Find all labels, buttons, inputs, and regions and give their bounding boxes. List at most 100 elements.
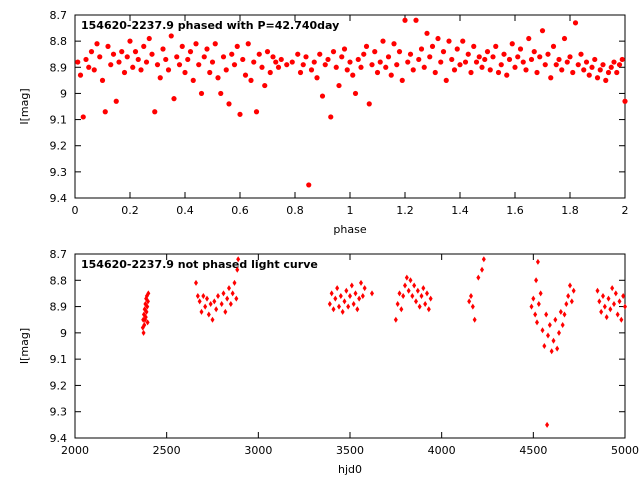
data-point xyxy=(493,43,499,49)
data-point xyxy=(295,51,301,57)
data-point xyxy=(399,306,404,313)
data-point xyxy=(121,69,128,76)
chart-title: 154620-2237.9 phased with P=42.740day xyxy=(81,19,339,32)
y-tick-label: 8.7 xyxy=(50,248,68,261)
data-point xyxy=(443,77,449,83)
data-point xyxy=(401,293,406,300)
data-point xyxy=(329,290,334,297)
data-point xyxy=(537,54,543,60)
data-point xyxy=(130,64,136,70)
data-point xyxy=(223,308,228,315)
data-point xyxy=(226,101,232,107)
data-point xyxy=(404,274,409,281)
data-point xyxy=(388,72,394,78)
data-point xyxy=(209,59,216,65)
data-point xyxy=(470,303,475,310)
data-point xyxy=(603,77,609,83)
data-point xyxy=(190,77,196,83)
data-point xyxy=(207,69,213,76)
data-point xyxy=(99,77,106,83)
data-point xyxy=(360,293,365,300)
data-point xyxy=(413,17,419,23)
data-point xyxy=(551,337,556,344)
y-axis-label: I[mag] xyxy=(18,328,31,364)
data-point xyxy=(88,49,95,55)
data-point xyxy=(220,54,227,60)
data-point xyxy=(348,293,352,300)
data-point xyxy=(225,295,230,302)
data-point xyxy=(201,293,206,300)
x-tick-label: 1.8 xyxy=(561,204,579,217)
data-point xyxy=(405,59,411,65)
data-point xyxy=(232,279,237,286)
data-point xyxy=(562,311,567,318)
data-point xyxy=(528,56,535,63)
x-tick-label: 0.8 xyxy=(286,204,304,217)
data-point xyxy=(407,51,414,57)
data-point xyxy=(124,54,130,60)
data-point xyxy=(325,56,331,63)
data-point xyxy=(306,182,312,188)
data-point xyxy=(438,59,444,65)
data-point xyxy=(347,59,353,65)
data-point xyxy=(234,295,239,302)
data-point xyxy=(403,282,407,289)
data-point xyxy=(157,75,163,81)
data-point xyxy=(560,321,565,328)
data-point xyxy=(408,277,413,284)
x-tick-label: 0.2 xyxy=(121,204,139,217)
data-point xyxy=(308,67,315,73)
data-point xyxy=(248,77,254,83)
data-point xyxy=(468,69,474,76)
data-point xyxy=(119,49,125,55)
y-tick-label: 8.7 xyxy=(50,9,68,22)
data-point xyxy=(145,298,150,305)
data-point xyxy=(561,35,568,42)
x-tick-label: 2500 xyxy=(153,444,181,457)
data-point xyxy=(557,329,561,336)
data-point xyxy=(517,46,524,52)
data-point xyxy=(570,69,576,76)
data-point xyxy=(352,90,359,97)
data-point xyxy=(331,306,336,313)
data-point xyxy=(544,311,549,318)
data-point xyxy=(605,69,612,76)
data-point xyxy=(223,67,229,73)
data-point xyxy=(340,308,345,315)
data-point xyxy=(476,54,482,60)
plot-frame xyxy=(74,14,626,199)
data-point xyxy=(143,314,148,321)
x-tick-label: 3000 xyxy=(244,444,272,457)
data-point xyxy=(142,321,147,328)
data-point xyxy=(197,298,202,305)
data-point xyxy=(482,56,488,63)
data-point xyxy=(472,316,477,323)
data-point xyxy=(597,67,603,73)
data-point xyxy=(555,345,560,352)
data-point xyxy=(498,62,504,68)
data-point xyxy=(242,72,249,78)
data-point xyxy=(358,64,364,70)
data-point xyxy=(372,49,378,55)
data-point xyxy=(393,316,398,323)
data-point xyxy=(370,290,374,297)
data-point xyxy=(617,298,622,305)
data-point xyxy=(182,69,188,76)
data-point xyxy=(619,316,624,323)
x-tick-label: 1 xyxy=(347,204,354,217)
x-tick-label: 4500 xyxy=(519,444,547,457)
data-point xyxy=(421,285,426,292)
data-point xyxy=(534,277,539,284)
data-point xyxy=(604,314,609,321)
data-point xyxy=(245,41,251,47)
data-point xyxy=(558,308,563,315)
data-point xyxy=(601,293,605,300)
y-tick-label: 8.9 xyxy=(50,301,68,314)
data-point xyxy=(542,343,547,349)
data-point xyxy=(476,274,481,281)
data-point xyxy=(454,46,460,52)
data-point xyxy=(194,279,198,286)
data-point xyxy=(415,287,420,294)
data-point xyxy=(317,51,323,57)
data-point xyxy=(206,311,211,318)
